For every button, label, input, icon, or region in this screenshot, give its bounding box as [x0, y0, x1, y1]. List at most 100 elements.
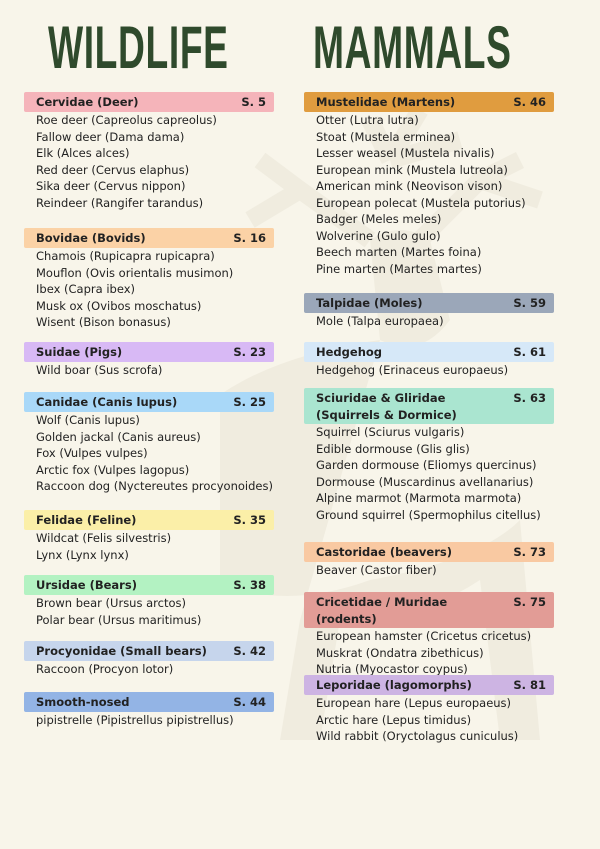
list-item: Golden jackal (Canis aureus) [36, 429, 201, 444]
section-title: Leporidae (lagomorphs) [316, 678, 472, 692]
section-header: Sciuridae & Gliridae (Squirrels & Dormic… [304, 388, 554, 424]
section-header: Canidae (Canis lupus) S. 25 [24, 392, 274, 412]
section-page-number: S. 63 [513, 391, 546, 405]
section-title: Procyonidae (Small bears) [36, 644, 207, 658]
section-header: Castoridae (beavers) S. 73 [304, 542, 554, 562]
list-item: Wild rabbit (Oryctolagus cuniculus) [316, 729, 519, 743]
section-page-number: S. 35 [233, 513, 266, 527]
section-page-number: S. 75 [513, 595, 546, 609]
list-item: Hedgehog (Erinaceus europaeus) [316, 363, 509, 377]
section-cricetidae-muridae-rodents: Cricetidae / Muridae (rodents) S. 75 Europ… [304, 592, 554, 678]
section-hedgehog: Hedgehog S. 61 Hedgehog (Erinaceus europae… [304, 342, 554, 379]
section-castoridae-beavers: Castoridae (beavers) S. 73 Beaver (Castor … [304, 542, 554, 579]
title-mammals: MAMMALS [313, 14, 512, 81]
list-item: Reindeer (Rangifer tarandus) [36, 195, 204, 210]
list-item: Beaver (Castor fiber) [316, 563, 437, 577]
list-item: Sika deer (Cervus nippon) [36, 179, 186, 193]
list-item: European polecat (Mustela putorius) [316, 195, 526, 210]
list-item: Muskrat (Ondatra zibethicus) [316, 645, 484, 660]
list-item: American mink (Neovison vison) [316, 179, 503, 193]
list-item: Roe deer (Capreolus capreolus) [36, 113, 217, 127]
section-header: Talpidae (Moles) S. 59 [304, 293, 554, 313]
section-page-number: S. 44 [233, 695, 266, 709]
title-wildlife: WILDLIFE [48, 14, 229, 81]
section-title: Cricetidae / Muridae (rodents) [316, 595, 448, 626]
list-item: Raccoon dog (Nyctereutes procyonoides) [36, 479, 273, 493]
section-page-number: S. 5 [241, 95, 266, 109]
list-item: Wildcat (Felis silvestris) [36, 531, 172, 545]
section-felidae-feline: Felidae (Feline) S. 35 Wildcat (Felis silv… [24, 510, 274, 563]
section-page-number: S. 23 [233, 345, 266, 359]
section-header: Leporidae (lagomorphs) S. 81 [304, 675, 554, 695]
section-page-number: S. 59 [513, 296, 546, 310]
section-leporidae-lagomorphs: Leporidae (lagomorphs) S. 81 European hare… [304, 675, 554, 745]
list-item: Edible dormouse (Glis glis) [316, 441, 470, 456]
section-title: Talpidae (Moles) [316, 296, 423, 310]
list-item: Musk ox (Ovibos moschatus) [36, 298, 202, 313]
list-item: Wild boar (Sus scrofa) [36, 363, 163, 377]
section-header: Ursidae (Bears) S. 38 [24, 575, 274, 595]
list-item: Red deer (Cervus elaphus) [36, 162, 190, 177]
list-item: Fox (Vulpes vulpes) [36, 446, 148, 460]
section-procyonidae-small-bears: Procyonidae (Small bears) S. 42 Raccoon (P… [24, 641, 274, 678]
list-item: Chamois (Rupicapra rupicapra) [36, 249, 215, 263]
list-item: Squirrel (Sciurus vulgaris) [316, 425, 465, 439]
section-sciuridae-gliridae-squirrels-dormice: Sciuridae & Gliridae (Squirrels & Dormic… [304, 388, 554, 523]
list-item: European hamster (Cricetus cricetus) [316, 629, 532, 643]
section-page-number: S. 61 [513, 345, 546, 359]
list-item: Lynx (Lynx lynx) [36, 547, 129, 562]
section-page-number: S. 81 [513, 678, 546, 692]
section-header: Mustelidae (Martens) S. 46 [304, 92, 554, 112]
section-title: Sciuridae & Gliridae (Squirrels & Dormic… [316, 391, 457, 422]
section-page-number: S. 16 [233, 231, 266, 245]
section-header: Cricetidae / Muridae (rodents) S. 75 [304, 592, 554, 628]
list-item: Raccoon (Procyon lotor) [36, 662, 174, 676]
section-ursidae-bears: Ursidae (Bears) S. 38 Brown bear (Ursus ar… [24, 575, 274, 628]
section-header: Procyonidae (Small bears) S. 42 [24, 641, 274, 661]
list-item: Arctic hare (Lepus timidus) [316, 712, 472, 727]
section-title: Castoridae (beavers) [316, 545, 452, 559]
list-item: Stoat (Mustela erminea) [316, 129, 456, 144]
section-title: Suidae (Pigs) [36, 345, 123, 359]
list-item: Dormouse (Muscardinus avellanarius) [316, 474, 534, 489]
list-item: Polar bear (Ursus maritimus) [36, 612, 202, 627]
list-item: Pine marten (Martes martes) [316, 261, 482, 276]
list-item: Otter (Lutra lutra) [316, 113, 419, 127]
section-smooth-nosed: Smooth-nosed S. 44 pipistrelle (Pipistrell… [24, 692, 274, 729]
section-suidae-pigs: Suidae (Pigs) S. 23 Wild boar (Sus scrofa) [24, 342, 274, 379]
list-item: Badger (Meles meles) [316, 212, 442, 226]
section-title: Smooth-nosed [36, 695, 130, 709]
section-page-number: S. 38 [233, 578, 266, 592]
list-item: Elk (Alces alces) [36, 146, 130, 160]
list-item: Brown bear (Ursus arctos) [36, 596, 186, 610]
section-title: Ursidae (Bears) [36, 578, 137, 592]
section-header: Cervidae (Deer) S. 5 [24, 92, 274, 112]
section-page-number: S. 25 [233, 395, 266, 409]
list-item: Ground squirrel (Spermophilus citellus) [316, 507, 541, 522]
list-item: Arctic fox (Vulpes lagopus) [36, 462, 190, 477]
list-item: Lesser weasel (Mustela nivalis) [316, 146, 495, 160]
section-mustelidae-martens: Mustelidae (Martens) S. 46 Otter (Lutra lu… [304, 92, 554, 277]
list-item: Ibex (Capra ibex) [36, 282, 135, 296]
section-title: Cervidae (Deer) [36, 95, 139, 109]
list-item: Wolverine (Gulo gulo) [316, 228, 441, 243]
section-bovidae-bovids: Bovidae (Bovids) S. 16 Chamois (Rupicapra … [24, 228, 274, 331]
section-header: Smooth-nosed S. 44 [24, 692, 274, 712]
section-title: Mustelidae (Martens) [316, 95, 456, 109]
list-item: Wisent (Bison bonasus) [36, 315, 171, 329]
list-item: Nutria (Myocastor coypus) [316, 662, 468, 676]
section-page-number: S. 46 [513, 95, 546, 109]
section-title: Hedgehog [316, 345, 383, 359]
section-cervidae-deer: Cervidae (Deer) S. 5 Roe deer (Capreolus c… [24, 92, 274, 211]
section-header: Suidae (Pigs) S. 23 [24, 342, 274, 362]
section-title: Felidae (Feline) [36, 513, 137, 527]
list-item: Alpine marmot (Marmota marmota) [316, 491, 522, 505]
list-item: pipistrelle (Pipistrellus pipistrellus) [36, 713, 234, 727]
list-item: Fallow deer (Dama dama) [36, 129, 185, 144]
section-header: Hedgehog S. 61 [304, 342, 554, 362]
list-item: Garden dormouse (Eliomys quercinus) [316, 458, 537, 472]
list-item: European hare (Lepus europaeus) [316, 696, 512, 710]
list-item: Beech marten (Martes foina) [316, 245, 482, 259]
list-item: Mouflon (Ovis orientalis musimon) [36, 265, 234, 280]
